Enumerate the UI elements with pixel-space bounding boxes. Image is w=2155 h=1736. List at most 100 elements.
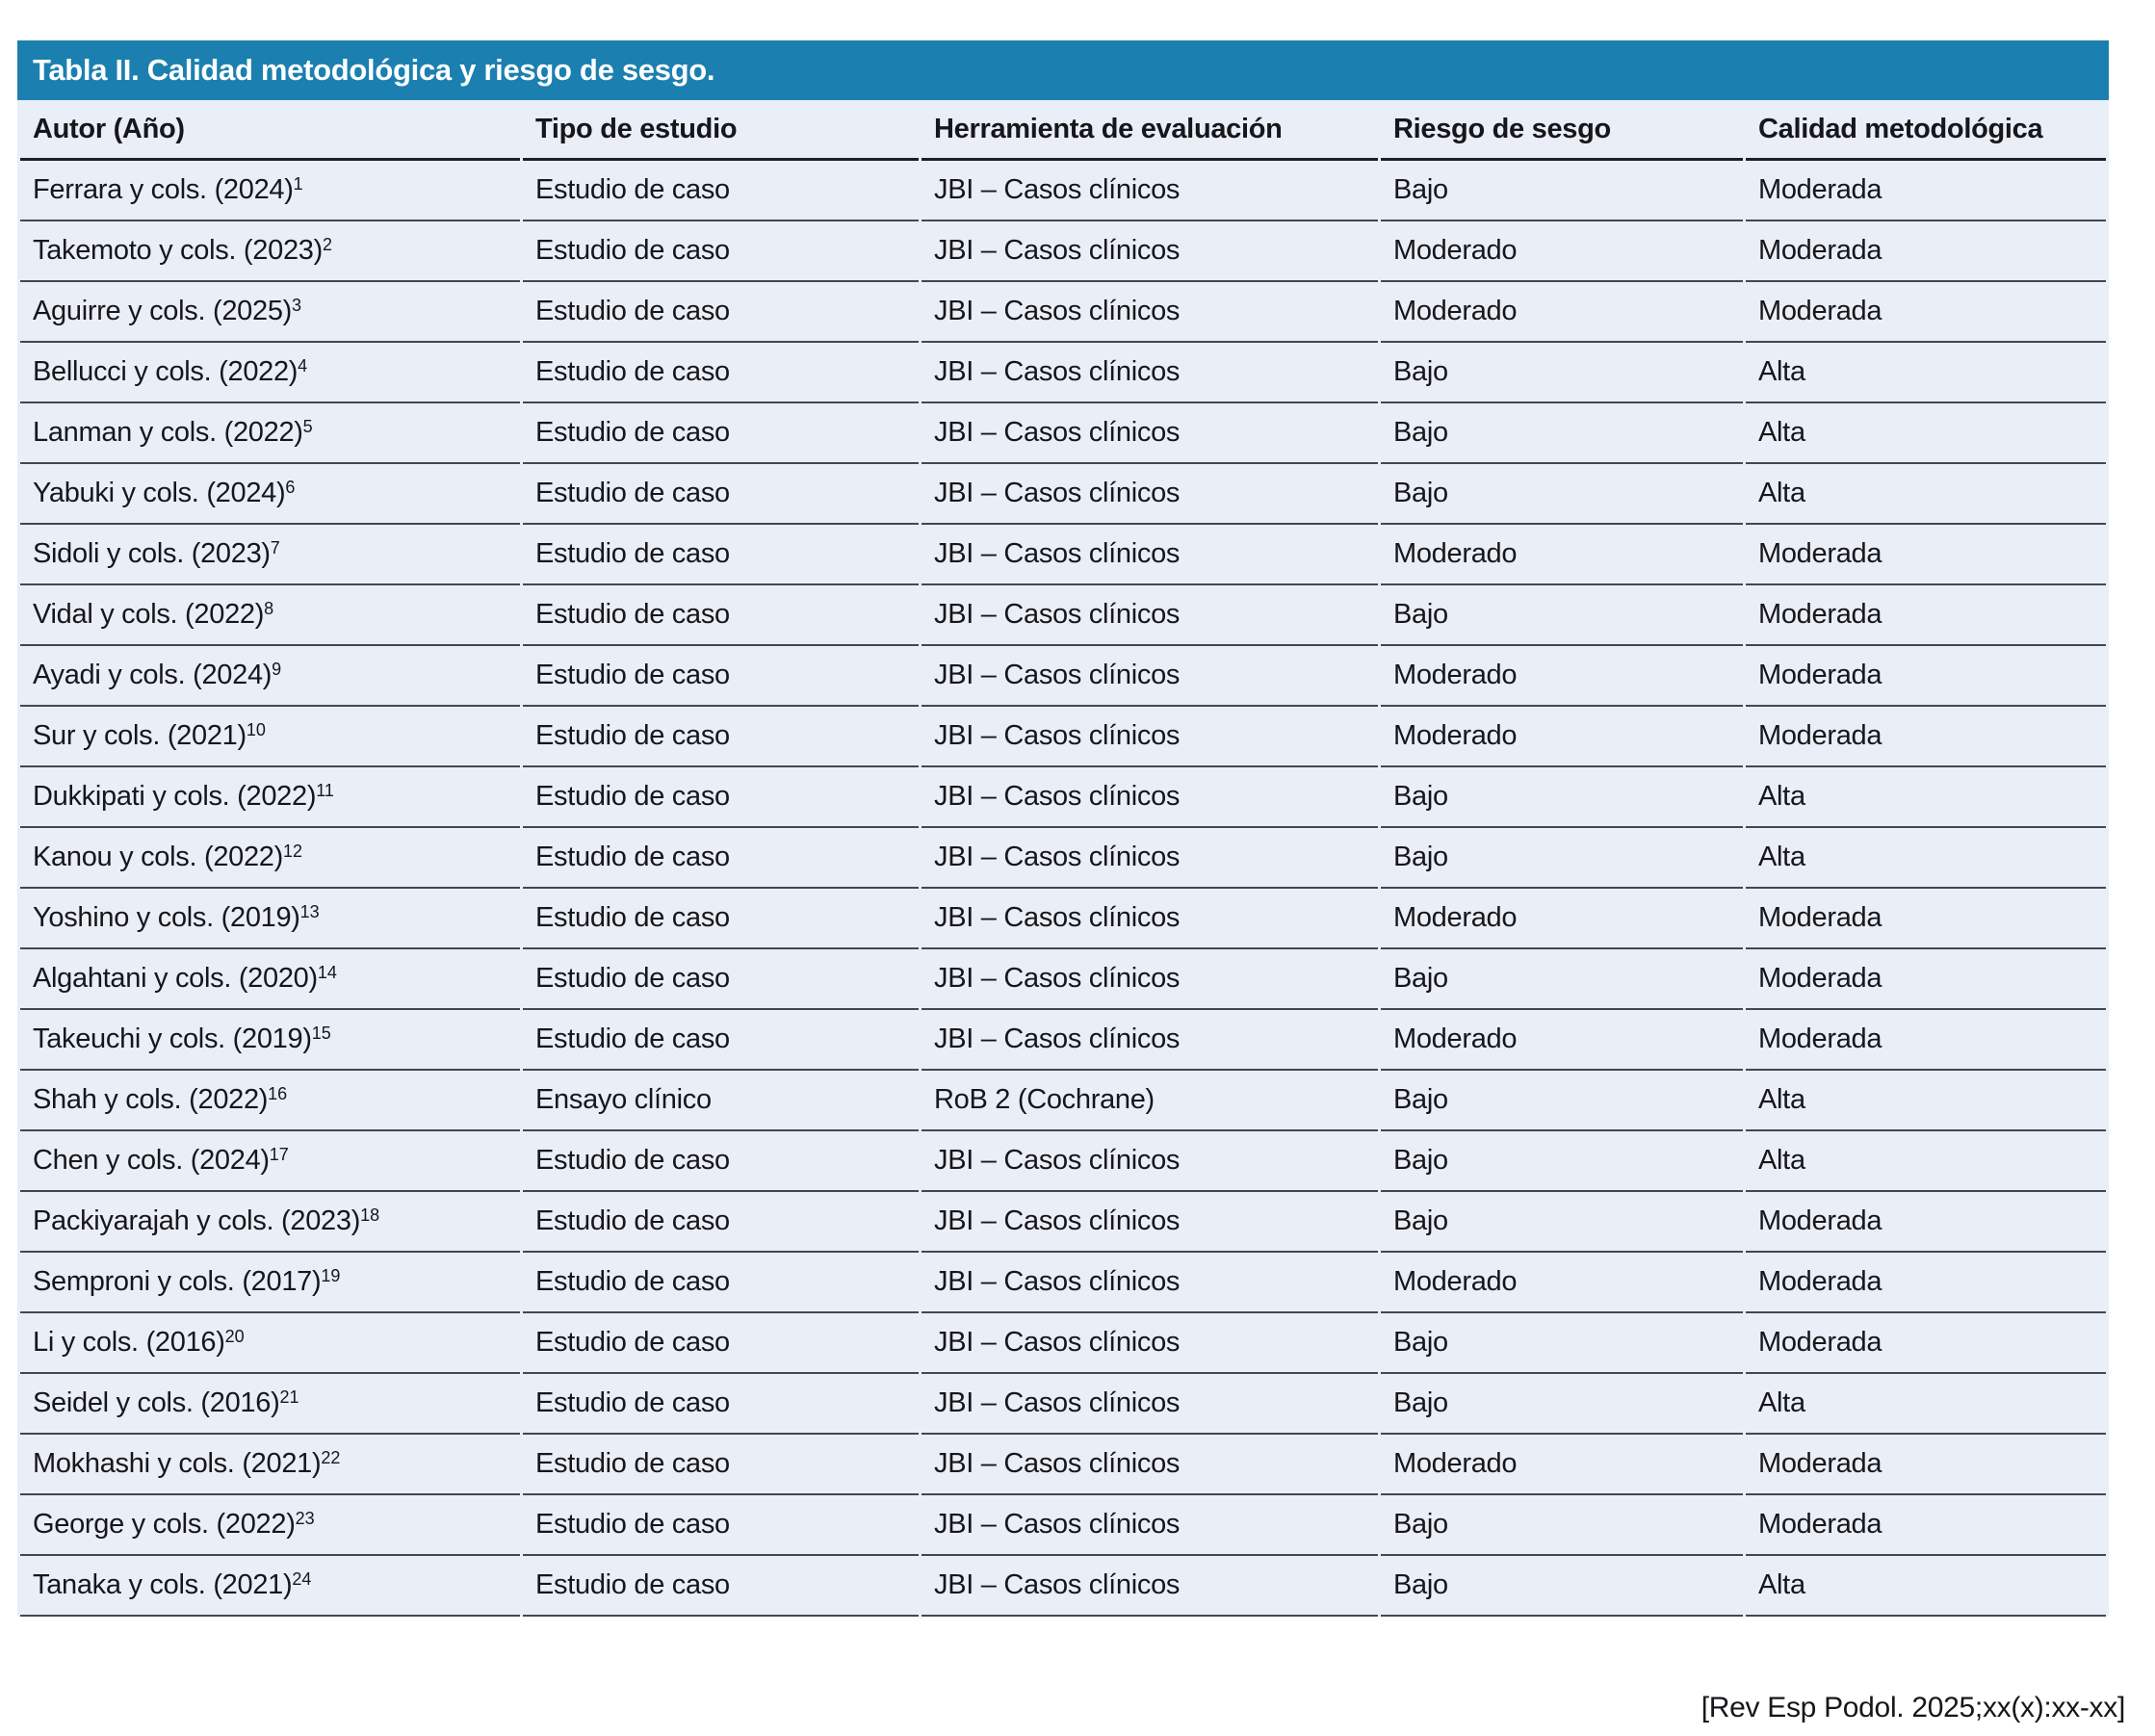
quality-cell: Moderada [1746,1313,2106,1374]
column-header: Riesgo de sesgo [1381,100,1743,161]
author-cell: Ayadi y cols. (2024)9 [20,646,520,707]
author-text: Bellucci y cols. (2022) [33,356,299,387]
table-row: Packiyarajah y cols. (2023)18 Estudio de … [20,1192,2106,1253]
reference-superscript: 7 [270,537,280,557]
risk-of-bias-cell: Bajo [1381,949,1743,1010]
risk-of-bias-cell: Bajo [1381,1131,1743,1192]
author-text: Vidal y cols. (2022) [33,599,265,630]
evaluation-tool-cell: JBI – Casos clínicos [922,343,1378,403]
study-type-cell: Estudio de caso [523,1435,919,1495]
author-cell: Algahtani y cols. (2020)14 [20,949,520,1010]
table-row: Ferrara y cols. (2024)1 Estudio de caso JB… [20,161,2106,221]
risk-of-bias-cell: Bajo [1381,767,1743,828]
risk-of-bias-cell: Moderado [1381,221,1743,282]
risk-of-bias-cell: Moderado [1381,1435,1743,1495]
study-type-cell: Estudio de caso [523,1313,919,1374]
study-type-cell: Estudio de caso [523,161,919,221]
table-row: Takeuchi y cols. (2019)15 Estudio de caso… [20,1010,2106,1071]
table-row: Tanaka y cols. (2021)24 Estudio de caso JB… [20,1556,2106,1617]
column-header: Calidad metodológica [1746,100,2106,161]
table-row: Mokhashi y cols. (2021)22 Estudio de caso… [20,1435,2106,1495]
author-text: Takemoto y cols. (2023) [33,235,323,266]
evaluation-tool-cell: JBI – Casos clínicos [922,464,1378,525]
reference-superscript: 1 [293,173,303,194]
author-text: George y cols. (2022) [33,1509,296,1540]
table-body: Ferrara y cols. (2024)1 Estudio de caso JB… [20,161,2106,1617]
table-row: Sur y cols. (2021)10 Estudio de caso JBI –… [20,707,2106,767]
quality-cell: Moderada [1746,585,2106,646]
evaluation-tool-cell: JBI – Casos clínicos [922,828,1378,889]
reference-superscript: 24 [292,1568,312,1589]
column-header: Herramienta de evaluación [922,100,1378,161]
reference-superscript: 8 [264,598,274,618]
table-header-row: Autor (Año) Tipo de estudio Herramienta de… [20,100,2106,161]
risk-of-bias-cell: Moderado [1381,889,1743,949]
column-header: Tipo de estudio [523,100,919,161]
study-type-cell: Estudio de caso [523,1131,919,1192]
author-cell: Seidel y cols. (2016)21 [20,1374,520,1435]
study-type-cell: Estudio de caso [523,221,919,282]
reference-superscript: 17 [269,1144,289,1164]
author-text: Yoshino y cols. (2019) [33,902,300,933]
study-type-cell: Estudio de caso [523,707,919,767]
evaluation-tool-cell: JBI – Casos clínicos [922,1253,1378,1313]
quality-cell: Alta [1746,464,2106,525]
table-row: Kanou y cols. (2022)12 Estudio de caso JBI… [20,828,2106,889]
table-title: Tabla II. Calidad metodológica y riesgo … [33,53,715,87]
risk-of-bias-cell: Bajo [1381,161,1743,221]
quality-cell: Moderada [1746,221,2106,282]
reference-superscript: 15 [311,1023,331,1043]
reference-superscript: 5 [302,416,313,436]
quality-cell: Moderada [1746,1253,2106,1313]
risk-of-bias-cell: Moderado [1381,646,1743,707]
author-cell: Lanman y cols. (2022)5 [20,403,520,464]
author-text: Algahtani y cols. (2020) [33,963,318,994]
risk-of-bias-cell: Bajo [1381,464,1743,525]
column-header: Autor (Año) [20,100,520,161]
author-cell: Sur y cols. (2021)10 [20,707,520,767]
evaluation-tool-cell: JBI – Casos clínicos [922,949,1378,1010]
author-text: Kanou y cols. (2022) [33,842,283,872]
author-cell: Li y cols. (2016)20 [20,1313,520,1374]
risk-of-bias-cell: Bajo [1381,585,1743,646]
study-type-cell: Estudio de caso [523,464,919,525]
study-type-cell: Estudio de caso [523,1556,919,1617]
author-text: Tanaka y cols. (2021) [33,1569,293,1600]
author-cell: Shah y cols. (2022)16 [20,1071,520,1131]
quality-cell: Moderada [1746,161,2106,221]
quality-cell: Alta [1746,343,2106,403]
author-cell: Chen y cols. (2024)17 [20,1131,520,1192]
table-row: Ayadi y cols. (2024)9 Estudio de caso JBI … [20,646,2106,707]
evaluation-tool-cell: JBI – Casos clínicos [922,1556,1378,1617]
evaluation-tool-cell: JBI – Casos clínicos [922,221,1378,282]
table-row: Chen y cols. (2024)17 Estudio de caso JBI … [20,1131,2106,1192]
risk-of-bias-cell: Moderado [1381,525,1743,585]
author-cell: Ferrara y cols. (2024)1 [20,161,520,221]
author-cell: Dukkipati y cols. (2022)11 [20,767,520,828]
study-type-cell: Estudio de caso [523,1010,919,1071]
author-cell: Semproni y cols. (2017)19 [20,1253,520,1313]
author-cell: Takeuchi y cols. (2019)15 [20,1010,520,1071]
author-cell: Packiyarajah y cols. (2023)18 [20,1192,520,1253]
author-cell: Aguirre y cols. (2025)3 [20,282,520,343]
author-cell: George y cols. (2022)23 [20,1495,520,1556]
quality-cell: Moderada [1746,707,2106,767]
quality-cell: Moderada [1746,1192,2106,1253]
reference-superscript: 3 [292,295,302,315]
author-text: Takeuchi y cols. (2019) [33,1023,312,1054]
table-row: Seidel y cols. (2016)21 Estudio de caso JB… [20,1374,2106,1435]
reference-superscript: 22 [321,1447,341,1467]
table-row: Algahtani y cols. (2020)14 Estudio de cas… [20,949,2106,1010]
evaluation-tool-cell: RoB 2 (Cochrane) [922,1071,1378,1131]
author-text: Lanman y cols. (2022) [33,417,303,448]
study-type-cell: Estudio de caso [523,767,919,828]
author-cell: Vidal y cols. (2022)8 [20,585,520,646]
evaluation-tool-cell: JBI – Casos clínicos [922,161,1378,221]
study-type-cell: Estudio de caso [523,585,919,646]
table-title-bar: Tabla II. Calidad metodológica y riesgo … [17,40,2109,100]
quality-cell: Moderada [1746,949,2106,1010]
table-row: Yoshino y cols. (2019)13 Estudio de caso J… [20,889,2106,949]
study-type-cell: Estudio de caso [523,403,919,464]
author-cell: Sidoli y cols. (2023)7 [20,525,520,585]
